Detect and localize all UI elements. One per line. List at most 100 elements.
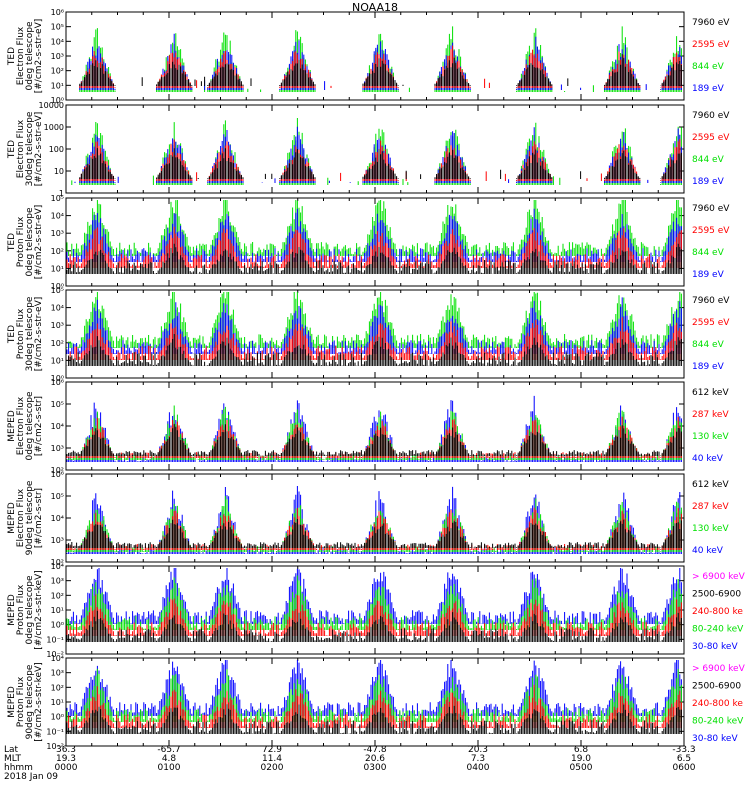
y-tick-label: 10⁰ — [51, 96, 64, 105]
y-tick-label: 1 — [59, 189, 64, 198]
y-axis-label: Electron Flux — [16, 396, 26, 455]
flux-series — [66, 519, 682, 548]
legend-entry: 844 eV — [692, 340, 725, 350]
legend-entry: 130 keV — [692, 524, 729, 534]
panel-3: 10⁰ 10¹ 10² 10³ 10⁴ 10⁵ TED Proton Flux 0deg tel… — [7, 194, 730, 291]
y-tick-label: 10³ — [51, 444, 64, 453]
y-tick-label: 10 — [54, 167, 64, 176]
y-tick-label: 10⁶ — [51, 8, 64, 17]
y-tick-label: 10⁴ — [51, 304, 64, 313]
panel-6: 10² 10³ 10⁴ 10⁵ 10⁶ MEPED Electron Flux 90deg t… — [7, 470, 729, 567]
flux-series — [79, 148, 682, 179]
y-axis-label: Proton Flux — [16, 216, 26, 267]
panel-4: 10⁰ 10¹ 10² 10³ 10⁴ 10⁵ TED Proton Flux 30deg te… — [7, 286, 730, 383]
legend-entry: 189 eV — [692, 177, 725, 187]
x-tick-label: 0600 — [673, 763, 696, 773]
y-tick-label: 10⁴ — [51, 37, 64, 46]
y-tick-label: 10⁴ — [51, 422, 64, 431]
flux-series — [66, 423, 682, 456]
legend-entry: 2595 eV — [692, 226, 730, 236]
legend-entry: 189 eV — [692, 270, 725, 280]
y-axis-label: 90deg telescope — [25, 664, 35, 739]
legend-entry: 189 eV — [692, 362, 725, 372]
y-tick-label: 100 — [49, 145, 64, 154]
y-axis-label: Electron Flux — [16, 119, 26, 178]
flux-traces — [66, 486, 682, 554]
y-tick-label: 10³ — [51, 229, 64, 238]
legend-entry: 2595 eV — [692, 133, 730, 143]
y-tick-label: 10⁵ — [51, 492, 64, 501]
y-tick-label: 10² — [51, 558, 64, 567]
y-axis-label: TED — [7, 140, 17, 159]
y-tick-label: 10² — [51, 67, 64, 76]
y-tick-label: 10² — [51, 466, 64, 475]
y-axis-label: [#/cm2-s-str-eV] — [34, 205, 44, 280]
flux-series — [66, 704, 682, 734]
legend-entry: 130 keV — [692, 432, 729, 442]
x-tick-label: 0500 — [570, 763, 593, 773]
y-tick-label: 10³ — [51, 536, 64, 545]
y-axis-label: 30deg telescope — [25, 296, 35, 371]
legend-entry: 240-800 ke — [692, 607, 743, 617]
x-tick-label: -47.8 — [363, 745, 387, 755]
legend-entry: 7960 eV — [692, 204, 730, 214]
y-tick-label: 10¹ — [51, 356, 64, 365]
x-tick-label: 7.3 — [471, 754, 485, 764]
legend-entry: 2500-6900 — [692, 682, 741, 692]
x-tick-label: 72.9 — [262, 745, 282, 755]
y-tick-label: 10⁵ — [51, 286, 64, 295]
x-tick-label: 20.3 — [468, 745, 488, 755]
y-axis-label: 0deg telescope — [25, 207, 35, 277]
y-tick-label: 10⁶ — [51, 470, 64, 479]
x-tick-label: -33.3 — [672, 745, 695, 755]
y-tick-label: 10⁰ — [51, 713, 64, 722]
y-tick-label: 10⁴ — [51, 514, 64, 523]
flux-series — [66, 243, 682, 274]
x-tick-label: 6.5 — [677, 754, 691, 764]
x-tick-label: 4.8 — [162, 754, 177, 764]
y-tick-label: 10² — [51, 339, 64, 348]
y-tick-label: 10⁰ — [51, 621, 64, 630]
y-tick-label: 10³ — [51, 321, 64, 330]
flux-series — [68, 45, 682, 88]
flux-series — [66, 610, 682, 642]
y-tick-label: 10⁵ — [51, 194, 64, 203]
y-axis-label: Proton Flux — [16, 676, 26, 727]
legend-entry: 30-80 keV — [692, 734, 738, 744]
y-tick-label: 10⁴ — [51, 654, 64, 663]
y-tick-label: 10³ — [51, 669, 64, 678]
y-tick-label: 10³ — [51, 577, 64, 586]
y-axis-label: MEPED — [7, 686, 17, 718]
legend-entry: 7960 eV — [692, 18, 730, 28]
y-axis-label: [#/cm2-s-str] — [34, 488, 44, 548]
flux-traces — [68, 26, 682, 92]
x-tick-label: 20.6 — [365, 754, 385, 764]
y-tick-label: 10² — [51, 591, 64, 600]
flux-series — [79, 54, 682, 86]
legend-entry: 612 keV — [692, 388, 729, 398]
legend-entry: 2500-6900 — [692, 590, 741, 600]
x-tick-label: 0200 — [261, 763, 284, 773]
y-axis-label: TED — [7, 325, 17, 344]
y-tick-label: 10⁻² — [46, 650, 64, 659]
y-axis-label: Electron Flux — [16, 488, 26, 547]
y-axis-label: 30deg telescope — [25, 111, 35, 186]
legend-entry: 30-80 keV — [692, 642, 738, 652]
y-tick-label: 10⁻² — [46, 742, 64, 751]
y-axis-label: TED — [7, 47, 17, 66]
panel-2: 1 10 100 1000 10000 TED Electron Flux 30deg tel… — [7, 101, 730, 198]
y-tick-label: 10⁻¹ — [46, 727, 64, 736]
y-tick-label: 10² — [51, 247, 64, 256]
panel-8: 10⁻² 10⁻¹ 10⁰ 10¹ 10² 10³ 10⁴ MEPED Proton Flux 9… — [7, 654, 746, 751]
legend-entry: 40 keV — [692, 454, 724, 464]
y-axis-label: MEPED — [7, 410, 17, 442]
flux-traces — [66, 660, 682, 734]
flux-traces — [66, 292, 682, 366]
x-axis-row-label: 2018 Jan 09 — [4, 772, 58, 782]
legend-entry: 844 eV — [692, 248, 725, 258]
y-tick-label: 10000 — [39, 101, 64, 110]
y-axis-label: 90deg telescope — [25, 480, 35, 555]
y-tick-label: 10⁰ — [51, 282, 64, 291]
flux-traces — [66, 395, 682, 462]
